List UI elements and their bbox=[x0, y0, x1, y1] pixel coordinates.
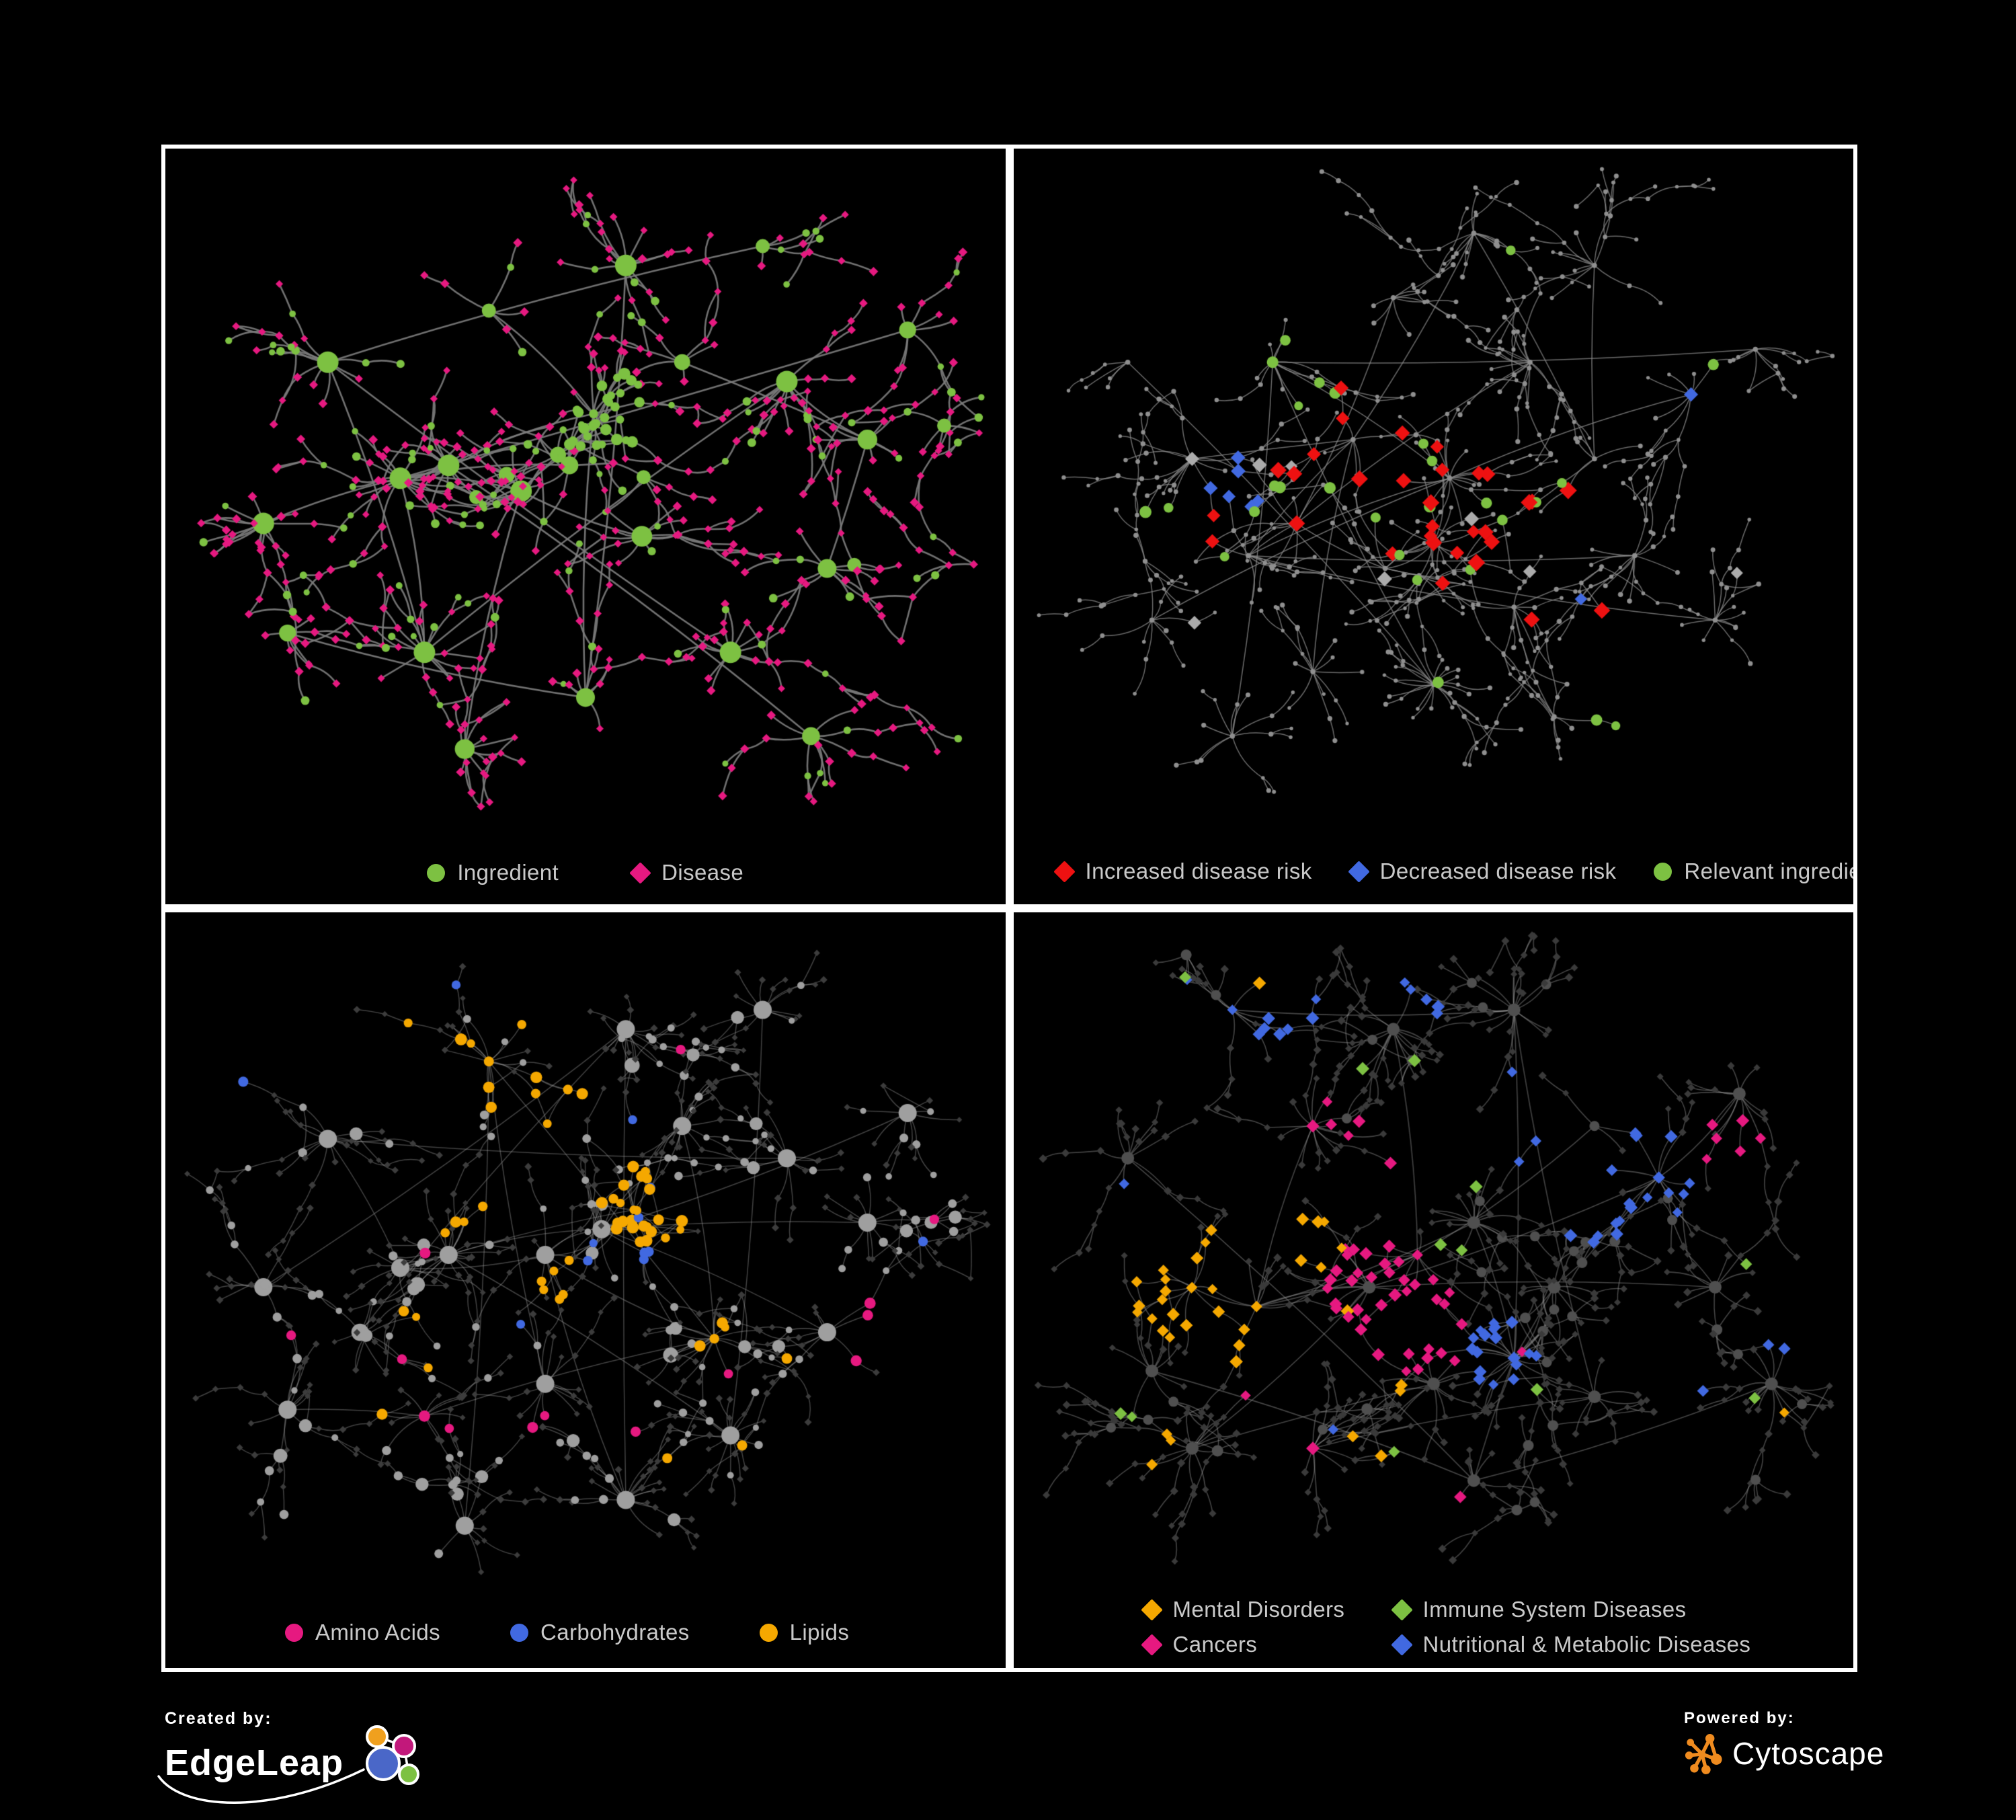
legend-disease-classes: Mental Disorders Immune System Diseases … bbox=[1140, 1597, 1751, 1657]
edgeleap-logo-icon bbox=[366, 1725, 420, 1785]
increased-risk-diamond-icon bbox=[1053, 860, 1076, 883]
cytoscape-brand: Cytoscape bbox=[1732, 1736, 1885, 1771]
ingredient-disease-network-canvas bbox=[165, 149, 1006, 904]
legend-label: Disease bbox=[661, 860, 744, 885]
carbohydrates-circle-icon bbox=[510, 1623, 528, 1642]
panel-disease-risk: Increased disease risk Decreased disease… bbox=[1009, 145, 1857, 908]
legend-label: Nutritional & Metabolic Diseases bbox=[1422, 1632, 1751, 1657]
powered-by-label: Powered by: bbox=[1684, 1709, 1795, 1727]
edgeleap-credit: Created by: EdgeLeap bbox=[157, 1709, 501, 1820]
legend-item: Disease bbox=[629, 860, 744, 885]
disease-risk-network-canvas bbox=[1013, 149, 1853, 904]
ingredient-circle-icon bbox=[427, 863, 446, 882]
legend-disease-risk: Increased disease risk Decreased disease… bbox=[1053, 859, 1853, 884]
legend-item: Lipids bbox=[759, 1620, 850, 1645]
legend-label: Ingredient bbox=[457, 860, 559, 885]
legend-item: Carbohydrates bbox=[510, 1620, 690, 1645]
legend-item: Amino Acids bbox=[285, 1620, 440, 1645]
immune-system-diseases-diamond-icon bbox=[1390, 1598, 1413, 1621]
cytoscape-credit: Powered by: bbox=[1684, 1709, 1884, 1775]
panel-nutrient-classes: Amino Acids Carbohydrates Lipids bbox=[161, 908, 1010, 1672]
created-by-label: Created by: bbox=[165, 1709, 272, 1728]
decreased-risk-diamond-icon bbox=[1347, 860, 1370, 883]
legend-label: Immune System Diseases bbox=[1422, 1597, 1687, 1622]
cytoscape-logo-icon bbox=[1685, 1734, 1722, 1774]
legend-item: Mental Disorders bbox=[1140, 1597, 1393, 1622]
legend-item: Immune System Diseases bbox=[1390, 1597, 1751, 1622]
legend-nutrient-classes: Amino Acids Carbohydrates Lipids bbox=[285, 1620, 849, 1645]
legend-item: Relevant ingredient bbox=[1654, 859, 1853, 884]
panel-disease-classes: Mental Disorders Immune System Diseases … bbox=[1009, 908, 1857, 1672]
amino-acids-circle-icon bbox=[285, 1623, 303, 1642]
legend-item: Nutritional & Metabolic Diseases bbox=[1390, 1632, 1751, 1657]
edgeleap-brand-row: EdgeLeap bbox=[165, 1725, 501, 1794]
legend-ingredient-disease: Ingredient Disease bbox=[165, 860, 1006, 885]
nutrient-class-network-canvas bbox=[165, 912, 1006, 1668]
edgeleap-brand: EdgeLeap bbox=[165, 1743, 344, 1783]
legend-item: Decreased disease risk bbox=[1347, 859, 1617, 884]
panel-ingredient-disease: Ingredient Disease bbox=[161, 145, 1010, 908]
panel-grid: Ingredient Disease Increased disease ris… bbox=[161, 145, 1857, 1672]
legend-label: Lipids bbox=[789, 1620, 850, 1645]
disease-class-network-canvas bbox=[1013, 912, 1853, 1668]
relevant-ingredient-circle-icon bbox=[1654, 862, 1672, 881]
legend-item: Increased disease risk bbox=[1053, 859, 1312, 884]
legend-label: Amino Acids bbox=[315, 1620, 440, 1645]
legend-label: Carbohydrates bbox=[540, 1620, 690, 1645]
nutritional-metabolic-diseases-diamond-icon bbox=[1390, 1633, 1413, 1656]
legend-item: Ingredient bbox=[427, 860, 559, 885]
legend-label: Increased disease risk bbox=[1085, 859, 1312, 883]
disease-diamond-icon bbox=[629, 861, 651, 884]
legend-label: Mental Disorders bbox=[1172, 1597, 1345, 1622]
cytoscape-brand-row: Cytoscape bbox=[1684, 1732, 1884, 1775]
cancers-diamond-icon bbox=[1140, 1633, 1163, 1656]
legend-item: Cancers bbox=[1140, 1632, 1393, 1657]
legend-label: Relevant ingredient bbox=[1684, 859, 1853, 883]
mental-disorders-diamond-icon bbox=[1140, 1598, 1163, 1621]
legend-label: Cancers bbox=[1172, 1632, 1258, 1657]
lipids-circle-icon bbox=[759, 1623, 778, 1642]
legend-label: Decreased disease risk bbox=[1379, 859, 1617, 883]
